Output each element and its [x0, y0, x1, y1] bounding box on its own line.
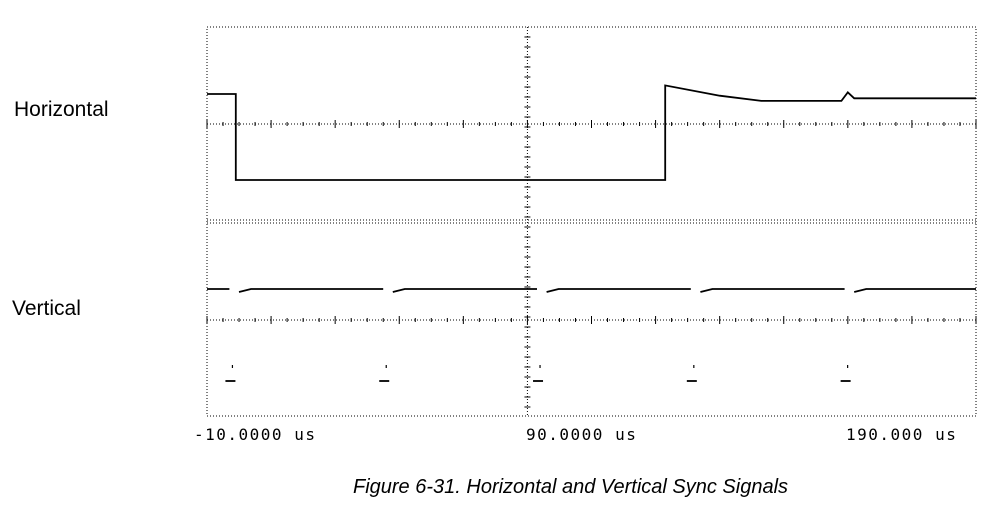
oscilloscope-plot	[206, 26, 977, 417]
figure-caption-text: Figure 6-31. Horizontal and Vertical Syn…	[352, 476, 789, 498]
x-tick-label-2: 190.000 us	[846, 425, 958, 444]
series-vertical-trace	[207, 288, 976, 293]
channel-label-vertical: Vertical	[12, 297, 81, 320]
series-horizontal-trace	[207, 84, 976, 181]
channel-label-horizontal: Horizontal	[14, 98, 109, 121]
plot-frame	[206, 26, 977, 417]
figure-caption: Figure 6-31. Horizontal and Vertical Syn…	[0, 476, 1001, 499]
x-tick-label-0: -10.0000 us	[194, 425, 317, 444]
x-tick-label-1: 90.0000 us	[526, 425, 638, 444]
